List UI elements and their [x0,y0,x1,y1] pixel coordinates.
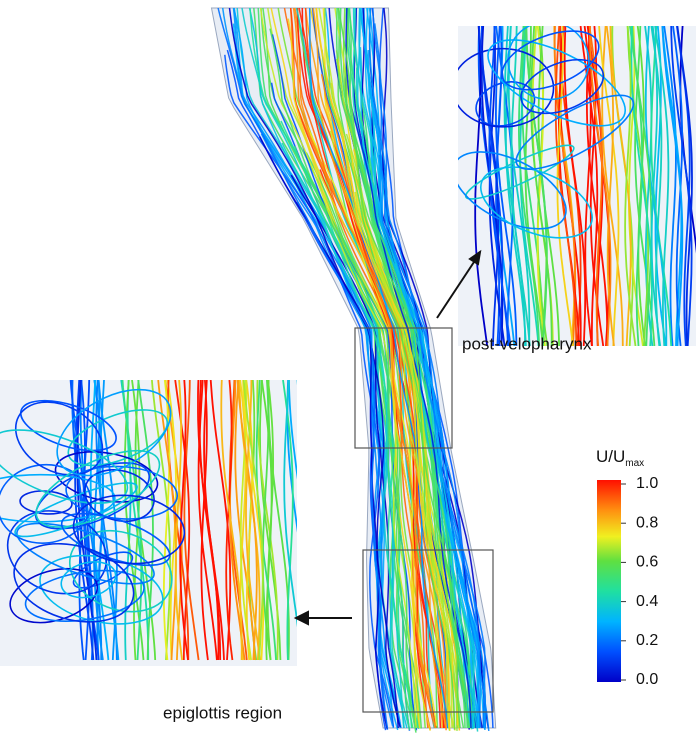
region-label: post-velopharynx [462,334,592,353]
colorbar-title: U/Umax [596,447,644,468]
inset-epiglottis [0,372,341,666]
colorbar-title-sub: max [625,458,644,469]
colorbar-tick-label: 0.6 [636,554,658,571]
colorbar-tick-label: 0.2 [636,632,658,649]
region-label: epiglottis region [163,703,282,722]
figure: post-velopharynx epiglottis region U/Uma… [0,0,696,733]
colorbar-tick-label: 0.4 [636,593,658,610]
colorbar-ticks: 1.0 0.8 0.6 0.4 0.2 0.0 [621,475,658,688]
colorbar-tick-label: 1.0 [636,475,658,492]
colorbar-tick-label: 0.8 [636,514,658,531]
inset-post-velopharynx [442,13,696,346]
colorbar-tick-label: 0.0 [636,671,658,688]
colorbar [597,480,621,682]
colorbar-title-main: U/U [596,447,625,466]
